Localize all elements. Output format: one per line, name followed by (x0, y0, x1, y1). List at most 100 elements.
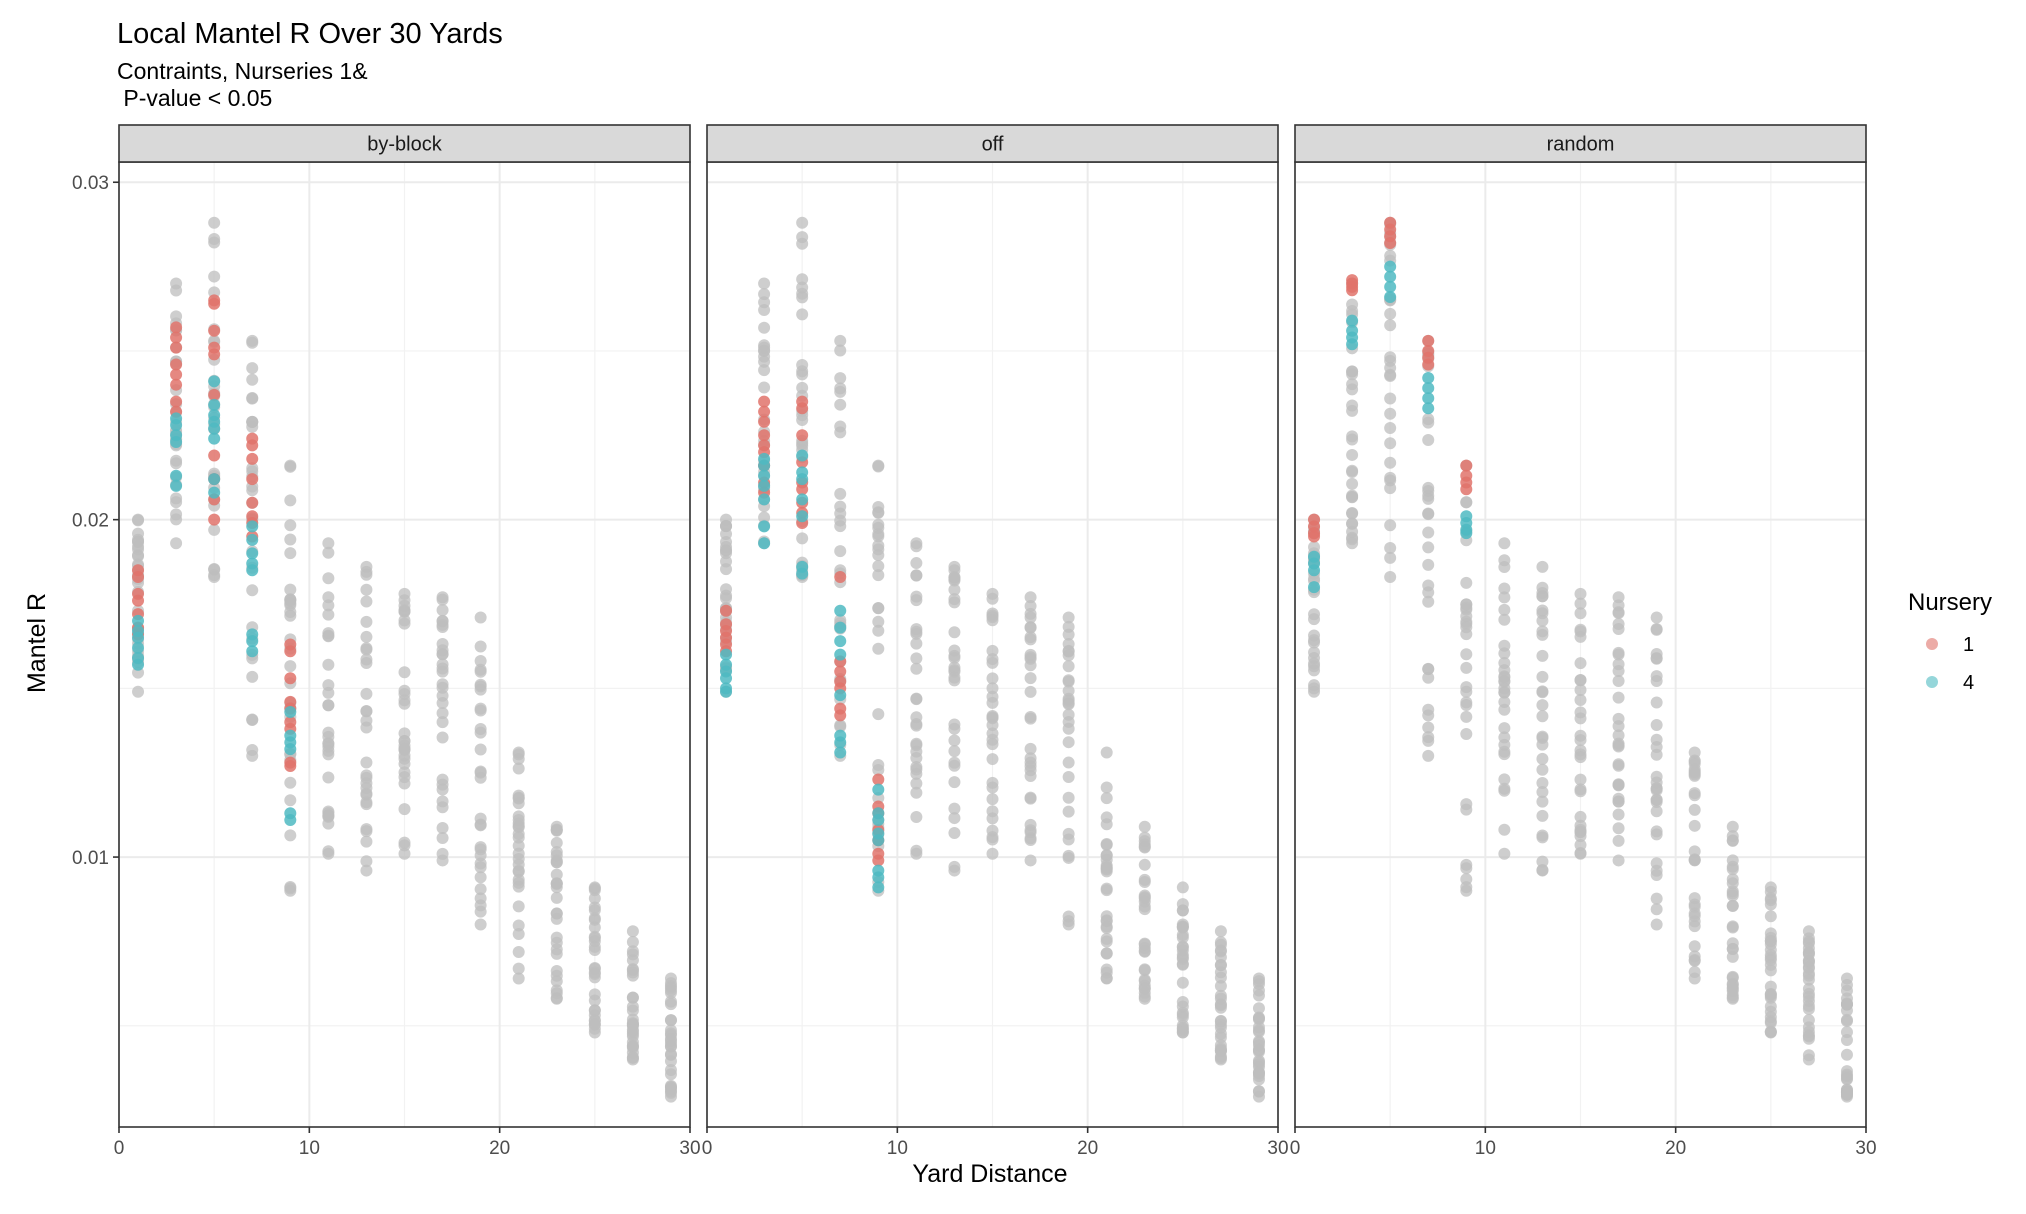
point-background (246, 373, 259, 386)
point-background (948, 827, 961, 840)
point-nursery-4 (834, 689, 847, 702)
point-background (1536, 710, 1549, 723)
point-background (360, 583, 373, 596)
point-background (872, 521, 885, 534)
point-background (1726, 873, 1739, 886)
point-background (1308, 664, 1321, 677)
strip-by-block (118, 124, 691, 163)
point-nursery-4 (834, 648, 847, 661)
point-background (322, 546, 335, 559)
point-background (1176, 948, 1189, 961)
point-nursery-1 (208, 324, 221, 337)
point-background (170, 537, 183, 550)
point-background (872, 624, 885, 637)
point-background (1460, 601, 1473, 614)
point-background (1062, 722, 1075, 735)
point-background (360, 855, 373, 868)
point-background (1612, 729, 1625, 742)
point-background (360, 864, 373, 877)
point-background (1422, 671, 1435, 684)
point-nursery-4 (758, 493, 771, 506)
point-background (1252, 975, 1265, 988)
point-background (1574, 734, 1587, 747)
point-background (758, 381, 771, 394)
point-nursery-4 (284, 813, 297, 826)
point-nursery-1 (132, 594, 145, 607)
legend-key-4 (1926, 676, 1938, 688)
point-background (1536, 628, 1549, 641)
point-background (1024, 833, 1037, 846)
point-background (1650, 611, 1663, 624)
point-nursery-1 (834, 571, 847, 584)
point-nursery-4 (1384, 260, 1397, 273)
point-nursery-1 (170, 358, 183, 371)
point-background (512, 962, 525, 975)
point-nursery-4 (284, 705, 297, 718)
point-background (720, 520, 733, 533)
point-background (1498, 537, 1511, 550)
point-nursery-4 (246, 533, 259, 546)
point-background (1422, 433, 1435, 446)
point-background (872, 759, 885, 772)
point-background (664, 1024, 677, 1037)
point-background (1802, 1002, 1815, 1015)
point-background (910, 693, 923, 706)
point-background (910, 557, 923, 570)
point-background (872, 615, 885, 628)
point-background (1688, 787, 1701, 800)
point-nursery-4 (246, 547, 259, 560)
point-background (398, 771, 411, 784)
point-background (910, 711, 923, 724)
point-background (986, 672, 999, 685)
point-background (1498, 784, 1511, 797)
point-background (1024, 791, 1037, 804)
point-nursery-4 (720, 685, 733, 698)
point-background (360, 756, 373, 769)
point-background (910, 786, 923, 799)
point-background (796, 291, 809, 304)
point-background (1536, 786, 1549, 799)
point-background (1252, 1070, 1265, 1083)
point-background (512, 810, 525, 823)
point-background (1422, 662, 1435, 675)
point-background (1422, 413, 1435, 426)
point-background (1840, 997, 1853, 1010)
point-background (1726, 863, 1739, 876)
point-background (1460, 648, 1473, 661)
point-background (664, 986, 677, 999)
point-background (512, 972, 525, 985)
point-nursery-4 (1308, 564, 1321, 577)
point-nursery-4 (1422, 382, 1435, 395)
point-background (1100, 862, 1113, 875)
point-background (436, 681, 449, 694)
point-background (474, 723, 487, 736)
point-background (322, 686, 335, 699)
point-background (474, 702, 487, 715)
point-background (170, 457, 183, 470)
point-background (1536, 809, 1549, 822)
point-background (246, 415, 259, 428)
point-background (512, 919, 525, 932)
point-background (322, 845, 335, 858)
point-background (1024, 685, 1037, 698)
facet-panel-random: random (1294, 124, 1867, 1128)
point-background (626, 969, 639, 982)
point-background (1498, 647, 1511, 660)
point-background (1764, 1005, 1777, 1018)
strip-label-by-block: by-block (367, 134, 442, 156)
point-background (758, 355, 771, 368)
point-background (948, 574, 961, 587)
point-nursery-4 (208, 486, 221, 499)
point-nursery-1 (284, 759, 297, 772)
point-background (284, 494, 297, 507)
point-background (1612, 648, 1625, 661)
point-background (1840, 1065, 1853, 1078)
point-background (872, 539, 885, 552)
point-nursery-4 (1346, 338, 1359, 351)
point-background (436, 707, 449, 720)
point-background (834, 500, 847, 513)
point-background (398, 757, 411, 770)
point-background (1536, 670, 1549, 683)
point-background (1384, 551, 1397, 564)
point-nursery-4 (758, 520, 771, 533)
